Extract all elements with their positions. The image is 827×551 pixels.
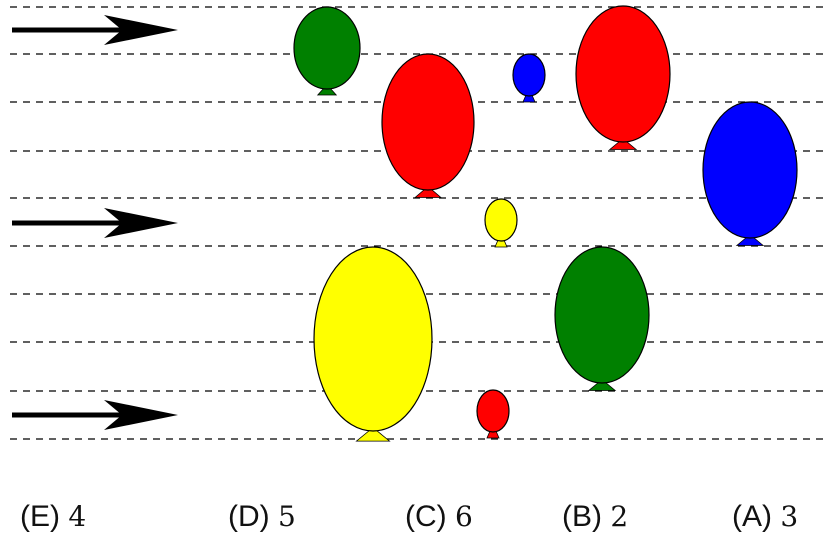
balloon-body: [512, 53, 546, 97]
choice-letter: (A): [732, 500, 772, 533]
arrow-head: [104, 15, 178, 45]
choice-letter: (D): [228, 500, 270, 533]
balloon-body: [575, 5, 671, 143]
choice-letter: (C): [405, 500, 447, 533]
balloons: [293, 5, 798, 442]
balloon-green-large: [554, 246, 650, 391]
balloon-body: [702, 101, 798, 239]
answer-choice-c[interactable]: (C) 6: [405, 500, 473, 548]
right-arrow-icon: [12, 15, 178, 45]
balloon-body: [381, 53, 475, 191]
right-arrow-icon: [12, 400, 178, 430]
balloon-yellow-large: [313, 246, 433, 442]
choice-value: 2: [610, 500, 629, 533]
answer-choice-e[interactable]: (E) 4: [20, 500, 86, 548]
balloon-blue-small: [512, 53, 546, 103]
choice-value: 6: [455, 500, 473, 533]
answer-choice-b[interactable]: (B) 2: [562, 500, 628, 548]
choice-value: 4: [68, 500, 87, 533]
choice-value: 5: [278, 500, 296, 533]
balloon-red-large: [575, 5, 671, 150]
balloon-red-large: [381, 53, 475, 198]
balloon-knot: [355, 429, 391, 442]
answer-choice-a[interactable]: (A) 3: [732, 500, 798, 548]
arrow-head: [104, 400, 178, 430]
balloon-diagram: [10, 5, 827, 442]
right-arrow-icon: [12, 208, 178, 238]
balloon-body: [554, 246, 650, 384]
balloon-blue-large: [702, 101, 798, 246]
balloon-body: [476, 389, 510, 433]
balloon-body: [313, 246, 433, 432]
choice-letter: (B): [562, 500, 602, 533]
choice-letter: (E): [20, 500, 60, 533]
answer-choice-d[interactable]: (D) 5: [228, 500, 296, 548]
arrows: [12, 15, 178, 430]
balloon-body: [293, 6, 361, 90]
balloon-body: [484, 198, 518, 242]
arrow-head: [104, 208, 178, 238]
balloon-green-medium: [293, 6, 361, 96]
choice-value: 3: [780, 500, 799, 533]
balloon-yellow-small: [484, 198, 518, 248]
balloon-red-small: [476, 389, 510, 439]
